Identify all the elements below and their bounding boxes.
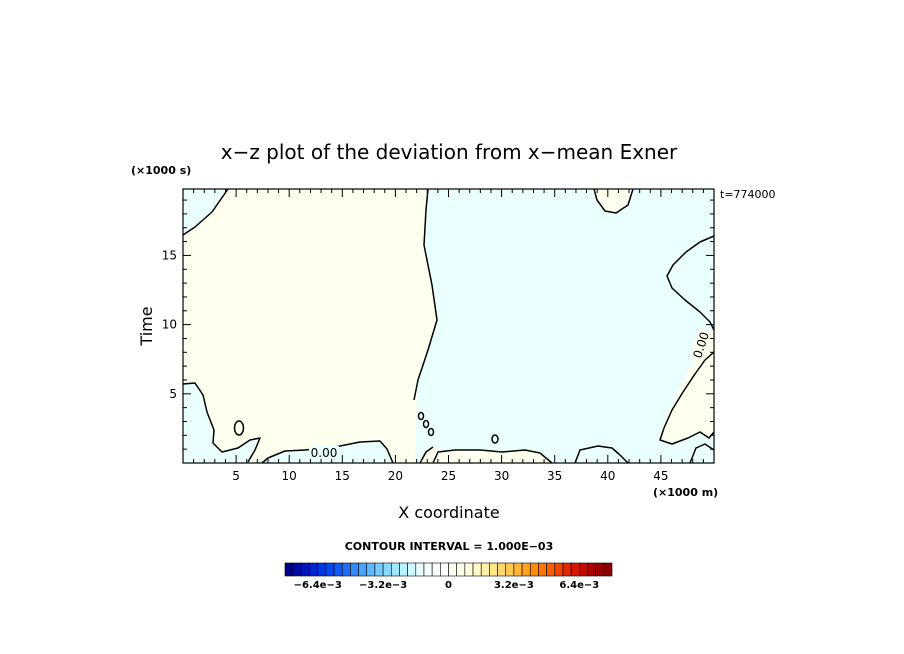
colorbar-bin [472,562,482,577]
colorbar-bin [603,562,613,577]
positive-pocket-top [594,189,633,213]
x-tick-label: 40 [600,469,615,483]
colorbar-tick-label: 3.2e−3 [494,580,534,591]
colorbar-bin [578,562,588,577]
colorbar-bin [374,562,384,577]
x-tick-labels: 5 10 15 20 25 30 35 40 45 [232,469,668,483]
negative-region-left-top [183,189,228,235]
colorbar-bin [480,562,490,577]
colorbar-bin [464,562,474,577]
colorbar-bin [431,562,441,577]
colorbar-bin [317,562,327,577]
y-axis-label: Time [137,306,156,346]
contour-blob-a [417,411,425,421]
y-tick-labels: 5 10 15 [162,248,177,400]
x-tick-label: 35 [547,469,562,483]
contour-lines [182,188,715,464]
time-label: t=774000 [720,188,776,201]
colorbar-bin [292,562,302,577]
colorbar-bin [489,562,498,577]
x-tick-label: 15 [335,469,350,483]
y-tick-label: 5 [169,387,177,401]
colorbar-bin [301,562,310,577]
colorbar-tick-label: 6.4e−3 [559,580,599,591]
x-tick-label: 20 [388,469,403,483]
contour-blob-c [427,427,435,437]
y-tick-label: 10 [162,318,177,332]
x-axis-label: X coordinate [398,503,499,522]
contour-line-right-upper [666,235,715,331]
colorbar-bin [497,562,507,577]
colorbar-bin [521,562,531,577]
x-tick-label: 25 [441,469,456,483]
colorbar-bin [325,562,335,577]
colorbar-labels: −6.4e−3 −3.2e−3 0 3.2e−3 6.4e−3 [294,580,600,591]
contour-blob-b [422,419,430,429]
colorbar-bin [333,562,343,577]
colorbar-bin [505,562,515,577]
colorbar-bin [456,562,466,577]
colorbar-bin [309,562,318,577]
contour-line-bottom-right [574,445,629,464]
colorbar-bin [390,562,400,577]
colorbar-bin [358,562,368,577]
contour-line-left-top [182,188,229,236]
contour-line-top-pocket [593,188,634,214]
contour-line-left-bottom [182,382,261,463]
contour-line-right-corner [689,443,715,464]
contour-line-right-lower [659,351,715,445]
chart-title: x−z plot of the deviation from x−mean Ex… [221,140,678,164]
colorbar [284,562,613,577]
negative-region-main [415,189,714,463]
colorbar-bin [284,562,294,577]
x-unit-label: (×1000 m) [653,486,718,499]
colorbar-bin [570,562,580,577]
contour-label-bottom: 0.00 [311,446,338,460]
colorbar-bin [513,562,523,577]
colorbar-bin [546,562,556,577]
colorbar-bin [423,562,433,577]
colorbar-bin [554,562,564,577]
contour-interval-label: CONTOUR INTERVAL = 1.000E−03 [345,540,554,553]
contour-line-bottom-mid [432,449,553,464]
y-unit-label: (×1000 s) [131,164,191,177]
colorbar-bin [562,562,572,577]
colorbar-tick-label: −6.4e−3 [294,580,342,591]
x-tick-label: 10 [282,469,297,483]
colorbar-bin [440,562,449,577]
axis-ticks [183,189,714,463]
colorbar-bin [587,562,596,577]
colorbar-tick-label: 0 [445,580,452,591]
colorbar-bin [529,562,539,577]
x-tick-label: 30 [494,469,509,483]
contour-blob-mid [491,434,499,444]
negative-region-left-bottom [183,383,393,463]
colorbar-bin [595,562,605,577]
colorbar-bin [341,562,351,577]
colorbar-bin [350,562,359,577]
colorbar-bin [366,562,376,577]
y-tick-label: 15 [162,248,177,262]
x-tick-label: 5 [232,469,240,483]
contour-blob-left [233,420,245,436]
contour-line-central [413,188,438,401]
colorbar-tick-label: −3.2e−3 [359,580,407,591]
colorbar-bin [399,562,408,577]
x-tick-label: 45 [653,469,668,483]
colorbar-bin [382,562,392,577]
colorbar-bin [538,562,547,577]
colorbar-bin [407,562,417,577]
contour-line-central-lower [419,446,434,464]
colorbar-bin [448,562,457,577]
colorbar-bin [415,562,425,577]
